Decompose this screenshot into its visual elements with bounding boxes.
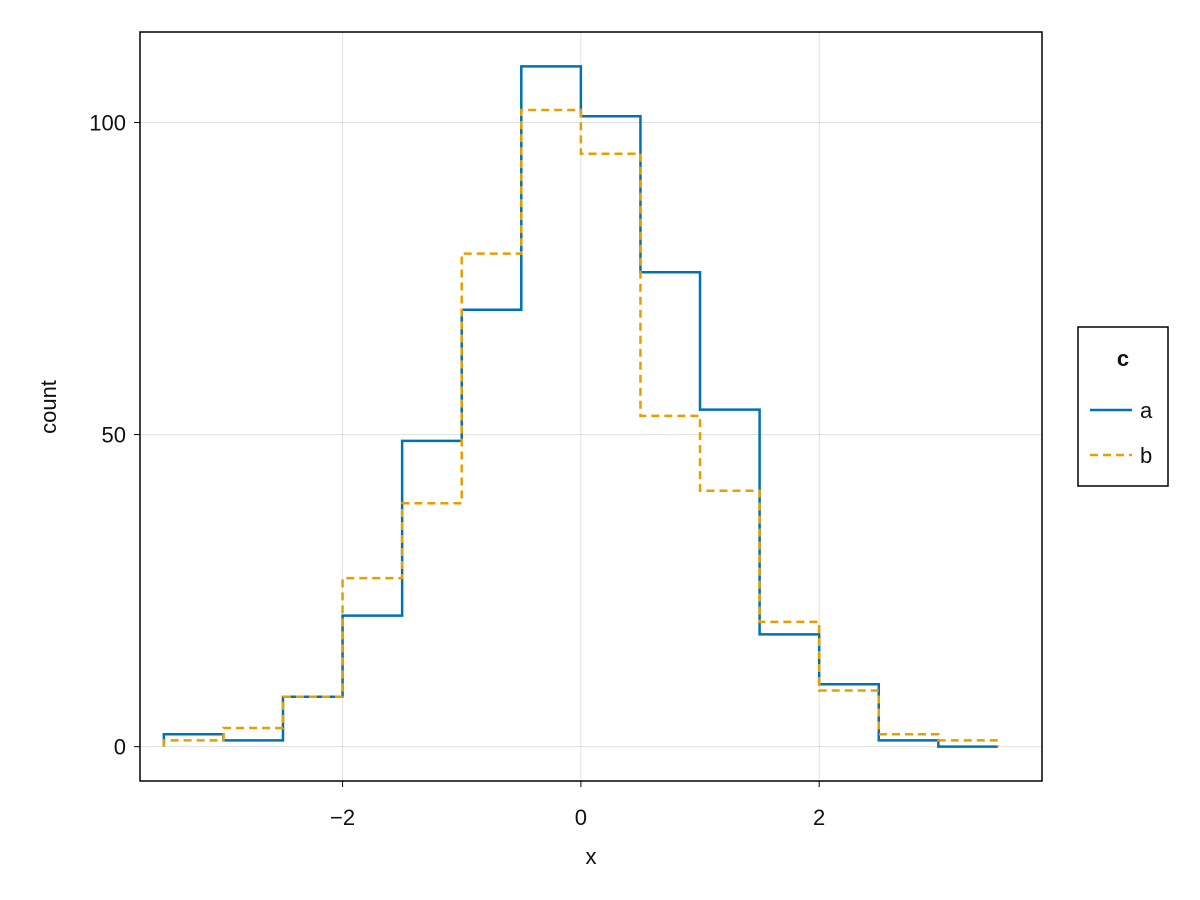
x-tick-label: 2 <box>813 805 825 830</box>
y-axis-label: count <box>36 380 61 434</box>
legend: c a b <box>1077 326 1169 487</box>
x-axis-label: x <box>586 844 597 869</box>
y-tick-label: 100 <box>89 111 126 136</box>
y-tick-label: 0 <box>114 735 126 760</box>
series-line-a <box>162 65 998 748</box>
y-axis-ticks: 0 50 100 <box>89 111 140 760</box>
x-axis-ticks: −2 0 2 <box>330 781 825 830</box>
x-tick-label: −2 <box>330 805 355 830</box>
legend-box <box>1077 326 1169 487</box>
legend-title: c <box>1117 346 1129 371</box>
legend-label-a: a <box>1140 398 1153 423</box>
legend-label-b: b <box>1140 443 1152 468</box>
series-layer <box>162 65 1000 748</box>
plot-frame <box>139 31 1043 782</box>
grid-lines <box>140 32 1042 781</box>
series-line-b <box>162 108 1000 747</box>
x-tick-label: 0 <box>575 805 587 830</box>
y-tick-label: 50 <box>102 423 126 448</box>
